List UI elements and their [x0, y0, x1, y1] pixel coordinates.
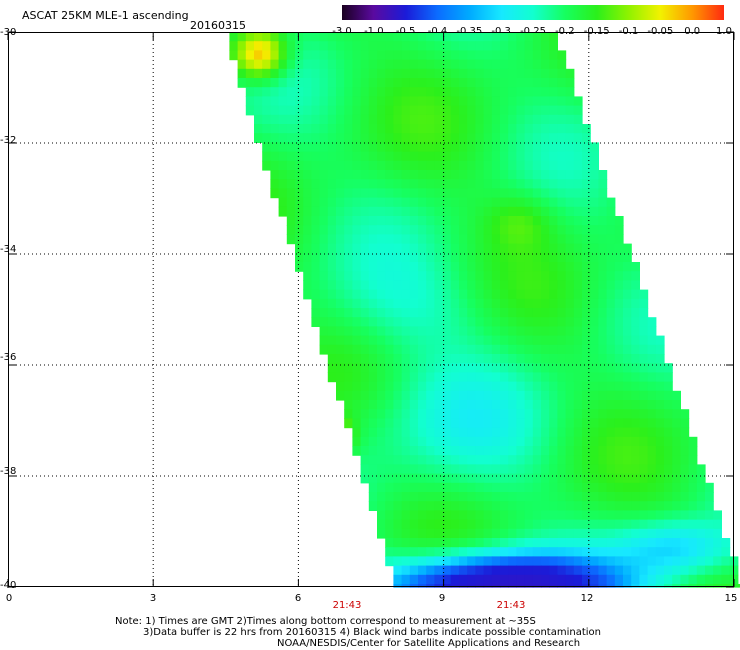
lat-label-38: -38 — [0, 466, 17, 477]
colorbar-tick-label: -0.35 — [456, 26, 483, 37]
map-panel — [7, 31, 740, 588]
swath-map — [7, 31, 740, 588]
product-date: 20160315 — [190, 19, 246, 32]
colorbar-tick-label: 1.0 — [716, 26, 732, 37]
axis-ticks — [7, 31, 735, 588]
colorbar-tick-label: -0.25 — [520, 26, 546, 37]
colorbar-tick-label: -0.2 — [555, 26, 575, 37]
colorbar-gradient — [342, 5, 724, 20]
colorbar-tick-label: -0.3 — [491, 26, 511, 37]
lon-label-3: 3 — [149, 593, 157, 604]
lat-label-40: -40 — [0, 580, 17, 591]
time-label-2: 21:43 — [496, 600, 526, 611]
lat-label-30: -30 — [0, 27, 17, 38]
colorbar — [342, 5, 724, 20]
lon-label-0: 0 — [5, 593, 13, 604]
lon-label-6: 6 — [294, 593, 302, 604]
colorbar-tick-label: -1.0 — [364, 26, 384, 37]
colorbar-tick-labels: -3.0 -1.0 -0.5 -0.4 -0.35 -0.3 -0.25 -0.2 -0.15-… — [332, 26, 732, 39]
map-frame — [8, 32, 734, 587]
colorbar-tick-label: 0.0 — [684, 26, 701, 37]
colorbar-tick-label: -0.1 — [618, 26, 639, 37]
colorbar-fill — [342, 5, 724, 20]
colorbar-tick-label: -0.4 — [427, 26, 448, 37]
colorbar-tick-label: -0.5 — [395, 26, 416, 37]
colorbar-tick-label: -0.15 — [583, 26, 610, 37]
lon-label-15: 15 — [724, 593, 738, 604]
time-label-1: 21:43 — [332, 600, 362, 611]
lat-label-32: -32 — [0, 135, 17, 146]
colorbar-tick-label: -0.05 — [647, 26, 674, 37]
lat-label-36: -36 — [0, 352, 17, 363]
colorbar-tick-label: -3.0 — [332, 26, 352, 37]
lon-label-12: 12 — [580, 593, 594, 604]
graticule — [8, 32, 734, 587]
lon-label-9: 9 — [438, 593, 446, 604]
lat-label-34: -34 — [0, 244, 17, 255]
note-line-1: Note: 1) Times are GMT 2)Times along bot… — [115, 616, 536, 627]
swath-cells — [229, 32, 740, 588]
note-line-2: 3)Data buffer is 22 hrs from 20160315 4)… — [143, 627, 601, 638]
note-line-3: NOAA/NESDIS/Center for Satellite Applica… — [277, 638, 581, 649]
product-title: ASCAT 25KM MLE-1 ascending — [22, 9, 189, 22]
